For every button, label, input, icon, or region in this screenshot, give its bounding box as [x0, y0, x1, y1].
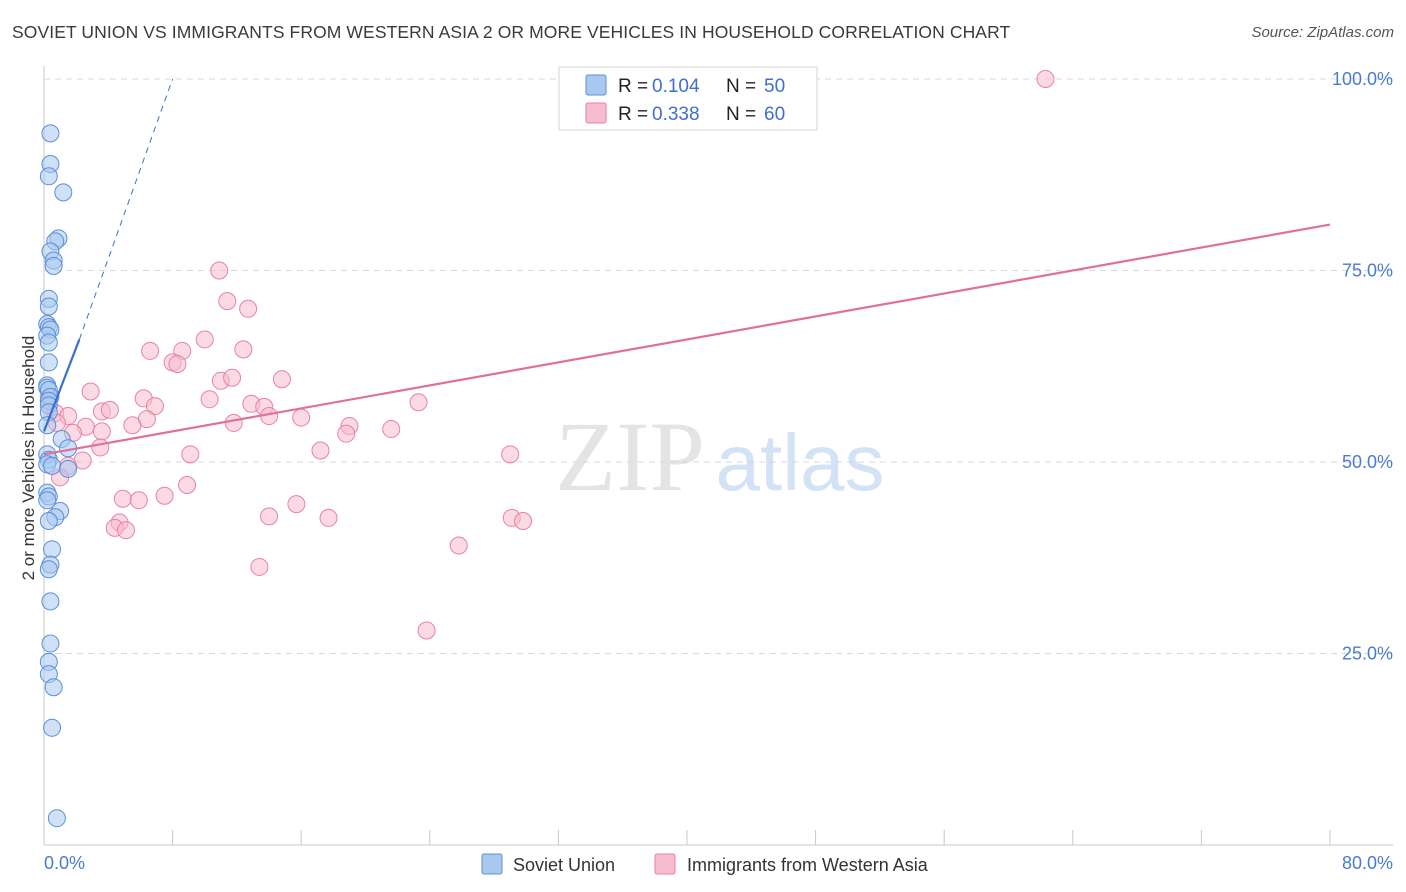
point-soviet-union: [44, 678, 63, 697]
point-western-asia: [250, 557, 269, 576]
x-tick-label: 80.0%: [1342, 853, 1393, 873]
legend-n-label-western-asia: N =: [726, 104, 756, 125]
point-soviet-union: [43, 540, 62, 559]
point-soviet-union: [39, 297, 58, 316]
point-soviet-union: [38, 491, 57, 510]
point-soviet-union: [44, 256, 63, 275]
series-immigrants-western-asia: [39, 70, 1055, 640]
point-western-asia: [200, 390, 219, 409]
y-axis-label: 2 or more Vehicles in Household: [19, 336, 38, 581]
point-soviet-union: [43, 718, 62, 737]
point-soviet-union: [39, 511, 58, 530]
point-western-asia: [239, 299, 258, 318]
point-soviet-union: [54, 183, 73, 202]
trend-line-soviet-union: [42, 339, 81, 432]
point-soviet-union: [41, 124, 60, 143]
watermark: ZIP atlas: [555, 401, 884, 512]
point-western-asia: [234, 340, 253, 359]
x-tick-label: 0.0%: [44, 853, 85, 873]
point-western-asia: [155, 486, 174, 505]
watermark-atlas: atlas: [716, 418, 885, 507]
point-western-asia: [272, 370, 291, 389]
point-western-asia: [382, 420, 401, 439]
y-tick-label: 50.0%: [1342, 452, 1393, 472]
legend-n-label-soviet: N =: [726, 76, 756, 97]
point-western-asia: [501, 445, 520, 464]
legend-r-value-soviet: 0.104: [652, 76, 700, 97]
legend-r-value-western-asia: 0.338: [652, 104, 700, 125]
point-western-asia: [260, 507, 279, 526]
bottom-legend: Soviet Union Immigrants from Western Asi…: [481, 853, 929, 875]
point-soviet-union: [41, 592, 60, 611]
point-western-asia: [145, 397, 164, 416]
legend-n-value-western-asia: 60: [764, 104, 785, 125]
point-western-asia: [319, 508, 338, 527]
point-western-asia: [311, 441, 330, 460]
point-soviet-union: [39, 167, 58, 186]
point-western-asia: [100, 400, 119, 419]
y-tick-label: 100.0%: [1332, 69, 1393, 89]
legend-r-label-soviet: R =: [618, 76, 648, 97]
point-western-asia: [223, 368, 242, 387]
legend-swatch-soviet: [585, 74, 607, 96]
point-western-asia: [113, 489, 132, 508]
grid-lines: [44, 78, 1393, 654]
legend-swatch-western-asia: [585, 102, 607, 124]
point-western-asia: [92, 422, 111, 441]
series-soviet-union: [38, 124, 78, 828]
point-western-asia: [224, 413, 243, 432]
point-soviet-union: [47, 809, 66, 828]
watermark-zip: ZIP: [555, 401, 705, 512]
bottom-legend-swatch-western-asia: [654, 853, 676, 875]
point-western-asia: [81, 382, 100, 401]
trend-lines: [42, 78, 1331, 456]
tick-labels: 25.0% 50.0% 75.0% 100.0% 0.0% 80.0%: [44, 69, 1393, 873]
point-soviet-union: [39, 353, 58, 372]
point-western-asia: [218, 292, 237, 311]
point-western-asia: [91, 438, 110, 457]
y-tick-label: 25.0%: [1342, 644, 1393, 664]
point-western-asia: [181, 445, 200, 464]
point-western-asia: [417, 621, 436, 640]
point-western-asia: [210, 261, 229, 280]
point-soviet-union: [59, 459, 78, 478]
legend-n-value-soviet: 50: [764, 76, 785, 97]
point-western-asia: [409, 393, 428, 412]
y-tick-label: 75.0%: [1342, 261, 1393, 281]
bottom-legend-label-western-asia: Immigrants from Western Asia: [687, 855, 929, 875]
point-western-asia: [287, 495, 306, 514]
point-soviet-union: [39, 560, 58, 579]
point-western-asia: [168, 354, 187, 373]
legend: R = 0.104 N = 50 R = 0.338 N = 60: [558, 66, 818, 131]
trend-line-western-asia: [43, 223, 1331, 456]
chart-title: SOVIET UNION VS IMMIGRANTS FROM WESTERN …: [12, 22, 1011, 42]
trend-line-soviet-extension: [78, 78, 174, 340]
point-western-asia: [337, 424, 356, 443]
point-western-asia: [116, 521, 135, 540]
point-western-asia: [1036, 70, 1055, 88]
point-soviet-union: [43, 456, 62, 475]
point-western-asia: [292, 408, 311, 427]
point-western-asia: [129, 491, 148, 510]
point-soviet-union: [41, 634, 60, 653]
point-western-asia: [178, 475, 197, 494]
point-western-asia: [449, 536, 468, 555]
point-western-asia: [195, 330, 214, 349]
point-western-asia: [514, 511, 533, 530]
point-soviet-union: [39, 333, 58, 352]
point-western-asia: [123, 416, 142, 435]
bottom-legend-label-soviet: Soviet Union: [513, 855, 615, 875]
legend-r-label-western-asia: R =: [618, 104, 648, 125]
bottom-legend-swatch-soviet: [481, 853, 503, 875]
point-western-asia: [141, 341, 160, 360]
source-credit: Source: ZipAtlas.com: [1251, 24, 1394, 41]
